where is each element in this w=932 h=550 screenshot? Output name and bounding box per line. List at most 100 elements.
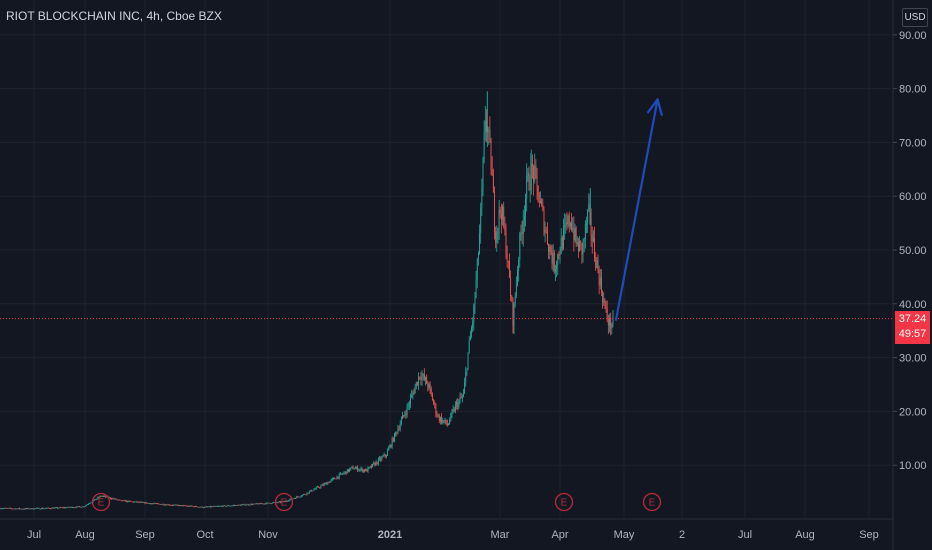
price-axis[interactable] [893, 0, 932, 550]
candle-body [528, 172, 530, 190]
candle-body [466, 369, 468, 373]
candle-body [268, 502, 270, 504]
candle-body [20, 508, 22, 510]
candle-body [72, 506, 73, 508]
candle-body [607, 319, 609, 326]
candle-body [84, 505, 86, 507]
earnings-marker-label: E [281, 498, 288, 509]
candle-body [262, 503, 264, 505]
earnings-marker[interactable]: E [554, 492, 574, 512]
candle-body [100, 496, 102, 497]
candle-body [95, 499, 96, 501]
candle-body [153, 503, 155, 505]
candle-body [446, 423, 448, 425]
candle-body [43, 508, 45, 510]
candle-body [198, 506, 200, 508]
candle-body [536, 171, 538, 186]
candle-body [224, 505, 226, 507]
candle-body [181, 505, 183, 506]
y-tick-label: 60.00 [899, 191, 927, 203]
candle-body [44, 508, 46, 510]
y-tick-label: 70.00 [899, 137, 927, 149]
candle-body [556, 265, 558, 270]
candle-body [197, 506, 199, 508]
candle-body [484, 120, 486, 133]
candle-body [304, 494, 306, 495]
candle-body [11, 508, 12, 510]
candle-body [39, 508, 41, 510]
candle-body [488, 130, 490, 132]
earnings-marker[interactable]: E [642, 492, 662, 512]
earnings-marker[interactable]: E [91, 492, 111, 512]
candle-body [329, 480, 331, 483]
candle-body [293, 498, 295, 499]
candle-body [196, 506, 198, 507]
candle-body [323, 483, 325, 486]
candle-body [514, 295, 516, 303]
candle-body [157, 503, 158, 505]
candle-body [534, 165, 536, 181]
candle-body [553, 252, 555, 272]
candle-body [541, 200, 543, 205]
candle-body [227, 505, 229, 507]
candle-body [507, 260, 509, 262]
candle-body [603, 299, 605, 303]
candle-body [108, 497, 110, 499]
candle-body [480, 207, 482, 234]
projection-arrow-head[interactable] [646, 98, 663, 116]
candle-body [384, 454, 386, 456]
candle-body [459, 397, 461, 401]
candle-body [395, 432, 397, 434]
candle-body [348, 469, 349, 472]
currency-button[interactable]: USD [902, 8, 928, 27]
candle-body [216, 506, 218, 507]
candle-body [586, 223, 587, 225]
candle-body [594, 237, 595, 258]
candle-body [165, 504, 167, 506]
candle-body [532, 163, 533, 167]
candle-body [74, 507, 76, 509]
candle-body [75, 507, 77, 509]
candle-body [388, 448, 390, 451]
candle-body [450, 413, 452, 421]
candle-body [246, 504, 248, 506]
candle-body [542, 204, 544, 210]
candle-body [207, 506, 209, 508]
candle-body [61, 507, 63, 509]
candle-body [250, 504, 252, 505]
candle-body [288, 500, 290, 502]
last-price-value: 37.24 [898, 313, 927, 325]
candle-body [223, 505, 225, 507]
candle-body [243, 504, 245, 506]
earnings-marker[interactable]: E [274, 492, 294, 512]
candle-body [201, 506, 203, 508]
candle-body [78, 506, 80, 508]
candle-body [326, 483, 328, 485]
candle-body [0, 508, 2, 510]
candle-body [244, 504, 246, 506]
candle-body [499, 209, 501, 214]
candle-body [116, 499, 118, 501]
candle-body [502, 206, 503, 220]
candle-body [376, 461, 378, 464]
y-tick-label: 20.00 [899, 406, 927, 418]
candle-body [175, 504, 177, 506]
candle-body [546, 230, 548, 245]
candle-body [124, 500, 126, 502]
candle-body [3, 508, 4, 510]
candle-body [521, 232, 523, 235]
candle-body [206, 506, 208, 508]
y-tick-label: 80.00 [899, 84, 927, 96]
candle-body [126, 500, 127, 502]
candle-body [289, 499, 291, 501]
projection-arrow-shaft[interactable] [614, 98, 659, 322]
candle-body [551, 253, 553, 264]
candle-body [264, 503, 265, 505]
candle-body [16, 508, 18, 510]
candle-body [527, 172, 529, 176]
candle-body [444, 419, 446, 422]
candle-body [492, 175, 494, 193]
candle-body [233, 505, 234, 507]
